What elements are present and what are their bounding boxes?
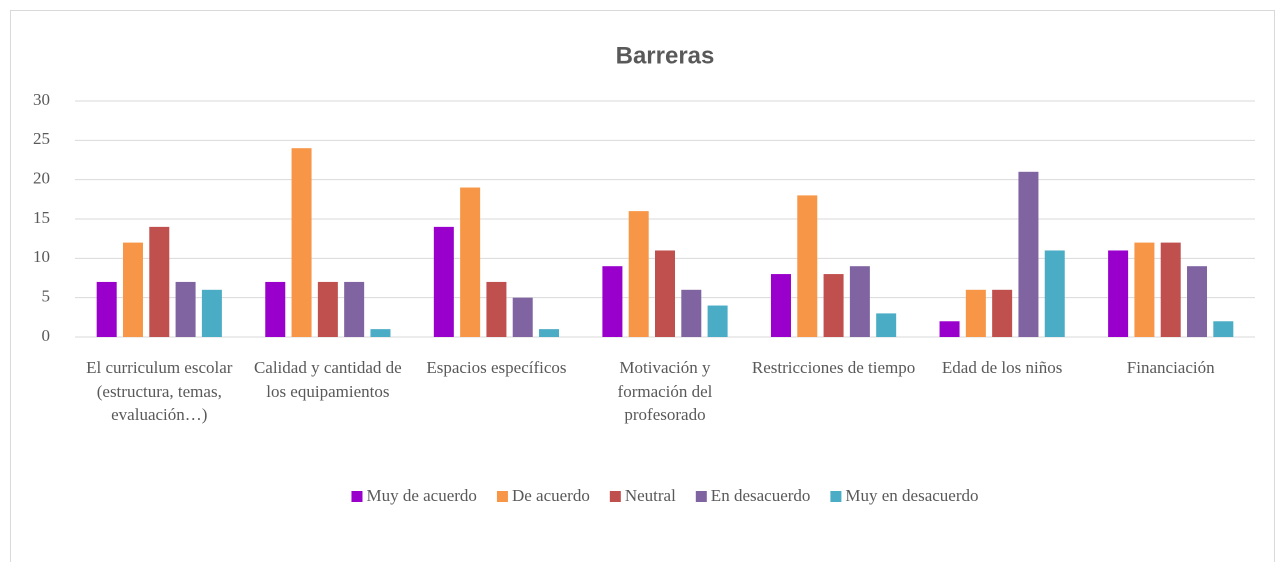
bar (1018, 171, 1039, 337)
bar (681, 289, 702, 337)
bar (512, 297, 533, 337)
bar (797, 195, 818, 337)
bar (939, 321, 960, 337)
bar (539, 329, 560, 337)
y-tick-label: 0 (42, 326, 51, 345)
bar (1108, 250, 1129, 337)
bar (175, 281, 196, 337)
y-tick-label: 10 (33, 247, 50, 266)
bar (460, 187, 481, 337)
y-tick-label: 20 (33, 169, 50, 188)
bar (770, 274, 791, 337)
bar (1134, 242, 1155, 337)
bar (265, 281, 286, 337)
legend-swatch (830, 491, 842, 502)
legend: Muy de acuerdo De acuerdo Neutral En desacu… (351, 486, 979, 505)
bar (201, 289, 222, 337)
bar (149, 226, 170, 337)
bar (291, 148, 312, 337)
legend-swatch (695, 491, 707, 502)
x-tick-label: Restricciones de tiempo (751, 358, 916, 377)
bar (96, 281, 117, 337)
legend-label: En desacuerdo (711, 486, 811, 505)
bar (1160, 242, 1181, 337)
bar (876, 313, 897, 337)
x-tick-label-box: Edad de los niños (941, 358, 1063, 377)
x-tick-label-box: Financiación (1126, 358, 1215, 377)
bar (849, 266, 870, 337)
bar (317, 281, 338, 337)
bar (602, 266, 623, 337)
bar (370, 329, 391, 337)
legend-label: Neutral (625, 486, 676, 505)
x-tick-label: Motivación y formación del profesorado (617, 358, 713, 424)
y-tick-label: 5 (42, 287, 51, 306)
chart-title: Barreras (616, 42, 715, 69)
bar (1187, 266, 1208, 337)
x-tick-label: Calidad y cantidad de los equipamientos (253, 358, 402, 401)
bar (486, 281, 507, 337)
legend-swatch (496, 491, 508, 502)
y-tick-label: 30 (33, 90, 50, 109)
x-tick-label-box: Motivación y formación del profesorado (617, 358, 713, 424)
x-tick-label-box: El curriculum escolar (estructura, temas… (86, 358, 233, 424)
x-tick-label: Financiación (1126, 358, 1215, 377)
bar (707, 305, 728, 337)
bar (628, 211, 649, 337)
y-tick-label: 25 (33, 129, 50, 148)
legend-label: Muy de acuerdo (366, 486, 476, 505)
bar (1213, 321, 1234, 337)
x-tick-label-box: Espacios específicos (426, 358, 567, 377)
bar (992, 289, 1013, 337)
bar (122, 242, 143, 337)
legend-label: De acuerdo (512, 486, 590, 505)
legend-swatch (351, 491, 363, 502)
bar (344, 281, 365, 337)
bar (1044, 250, 1065, 337)
legend-label: Muy en desacuerdo (845, 486, 978, 505)
bar (433, 226, 454, 337)
x-tick-label: Espacios específicos (426, 358, 567, 377)
y-tick-label: 15 (33, 208, 50, 227)
bar (965, 289, 986, 337)
bar (655, 250, 675, 337)
bar (823, 274, 844, 337)
x-tick-label: Edad de los niños (941, 358, 1063, 377)
x-tick-label-box: Restricciones de tiempo (751, 358, 916, 377)
legend-swatch (609, 491, 621, 502)
x-tick-label: El curriculum escolar (estructura, temas… (86, 358, 233, 424)
x-tick-label-box: Calidad y cantidad de los equipamientos (253, 358, 402, 401)
